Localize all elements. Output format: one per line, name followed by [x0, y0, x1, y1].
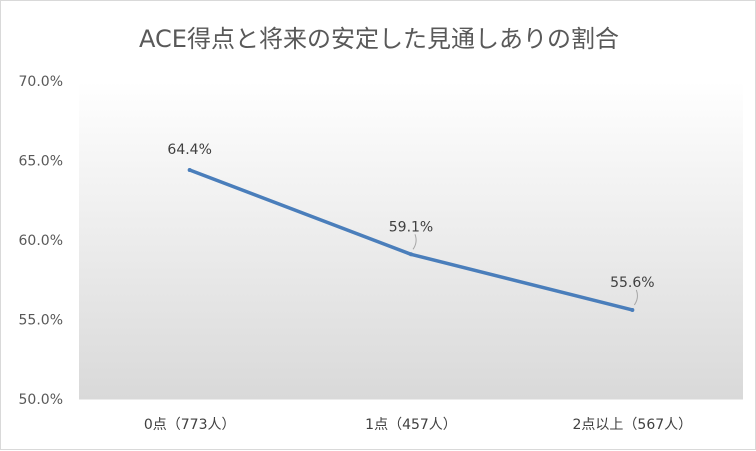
x-tick-label: 0点（773人）: [144, 417, 236, 433]
plot-area: [79, 81, 743, 399]
x-tick-label: 2点以上（567人）: [573, 417, 693, 433]
data-label-leader: [633, 289, 638, 306]
y-tick-label: 65.0%: [19, 154, 63, 170]
data-point: [630, 307, 635, 312]
x-tick-label: 1点（457人）: [365, 417, 457, 433]
y-tick-label: 60.0%: [19, 233, 63, 249]
y-tick-label: 55.0%: [19, 313, 63, 329]
data-point: [187, 168, 192, 173]
data-label: 55.6%: [610, 275, 654, 291]
data-label: 59.1%: [389, 219, 433, 235]
data-label-leader: [412, 234, 417, 250]
chart-title: ACE得点と将来の安定した見通しありの割合: [139, 25, 619, 53]
y-tick-label: 70.0%: [19, 74, 63, 90]
data-label: 64.4%: [167, 142, 211, 158]
data-point: [409, 252, 413, 257]
y-tick-label: 50.0%: [19, 392, 63, 408]
